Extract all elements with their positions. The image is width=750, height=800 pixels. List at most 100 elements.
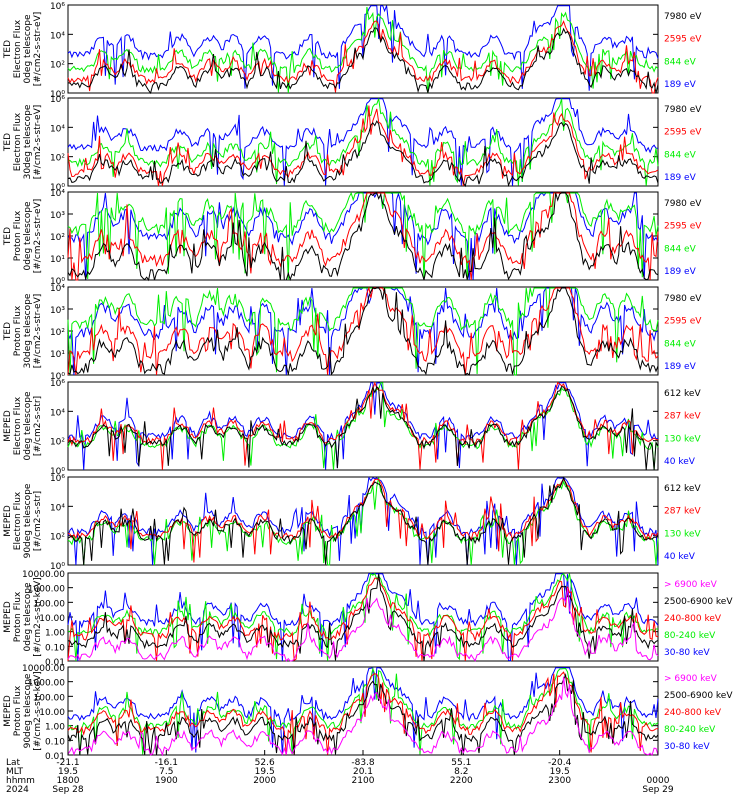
y-tick-label: 10¹ [50, 350, 65, 360]
y-tick-label: 0.01 [45, 658, 65, 668]
series-red-trace [67, 577, 659, 662]
y-axis-label: Electron Flux [13, 112, 23, 171]
series-black-trace [67, 192, 659, 282]
y-tick-label: 10⁴ [50, 31, 65, 41]
panel-5: 10⁰ 10² 10⁴ 10⁶ MEPED Electron Flux 0deg teles… [3, 379, 701, 477]
panel-frame [67, 4, 659, 94]
legend-7980-ev: 7980 eV [664, 105, 702, 115]
y-axis-label: 30deg telescope [23, 104, 33, 179]
legend-7980-ev: 7980 eV [664, 199, 702, 209]
series-black-trace [67, 120, 659, 188]
series-red-trace [67, 192, 659, 281]
legend-2595-ev: 2595 eV [664, 222, 702, 232]
y-axis-label: 90deg telescope [23, 483, 33, 558]
x-tick-label: Sep 28 [52, 785, 84, 795]
series-green-trace [67, 98, 659, 186]
legend-80-240-kev: 80-240 keV [664, 631, 716, 641]
y-tick-label: 10⁰ [50, 467, 65, 477]
series-black-trace [67, 672, 659, 756]
y-axis-label: [#/cm2-s-str-keV] [33, 577, 43, 656]
y-axis-label: [#/cm2-s-str] [33, 396, 43, 456]
y-tick-label: 10⁰ [50, 277, 65, 287]
x-tick-label: 2300 [548, 776, 571, 786]
legend-30-80-kev: 30-80 keV [664, 648, 710, 658]
y-tick-label: 10⁴ [50, 503, 65, 513]
y-tick-label: 0.10 [45, 643, 65, 653]
legend-844-ev: 844 eV [664, 57, 697, 67]
y-tick-label: 10⁰ [50, 183, 65, 193]
series-red-trace [67, 286, 659, 376]
y-axis-label: [#/cm2-s-str-eV] [33, 294, 43, 369]
legend-189-ev: 189 eV [664, 173, 697, 183]
series-blue-trace [67, 382, 659, 471]
y-axis-label: TED [3, 322, 13, 341]
x-tick-label: 7.5 [159, 767, 173, 777]
x-tick-label: -83.8 [351, 758, 375, 768]
series-red-trace [67, 105, 659, 187]
y-tick-label: 10² [50, 533, 65, 543]
y-tick-label: 10⁴ [50, 189, 65, 199]
legend-189-ev: 189 eV [664, 80, 697, 90]
series-black-trace [67, 476, 659, 566]
y-axis-label: [#/cm2-s-str-eV] [33, 105, 43, 180]
y-axis-label: MEPED [3, 695, 13, 727]
panel-6: 10⁰ 10² 10⁴ 10⁶ MEPED Electron Flux 90deg tele… [3, 474, 701, 572]
y-axis-label: Proton Flux [13, 685, 23, 736]
y-axis-label: MEPED [3, 505, 13, 537]
panel-frame [67, 476, 659, 566]
panel-1: 10⁰ 10² 10⁴ 10⁶ TED Electron Flux 0deg telesco… [3, 2, 702, 100]
x-row-label-hhmm: hhmm [6, 776, 35, 786]
series-blue-trace [67, 573, 659, 662]
legend-612-kev: 612 keV [664, 484, 701, 494]
legend-30-80-kev: 30-80 keV [664, 742, 710, 752]
x-tick-label: 55.1 [451, 758, 471, 768]
y-tick-label: 10⁰ [50, 562, 65, 572]
y-axis-label: 90deg telescope [23, 673, 33, 748]
x-tick-label: -16.1 [155, 758, 178, 768]
legend-189-ev: 189 eV [664, 267, 697, 277]
y-tick-label: 10000.00 [22, 664, 65, 674]
legend--6900-kev: > 6900 keV [664, 580, 718, 590]
legend-2500-6900-kev: 2500-6900 keV [664, 597, 733, 607]
y-tick-label: 10⁶ [50, 379, 65, 389]
x-tick-label: -21.1 [56, 758, 79, 768]
y-axis-label: [#/cm2-s-str-keV] [33, 671, 43, 750]
y-axis-label: [#/cm2-s-str] [33, 491, 43, 551]
y-tick-label: 10³ [50, 306, 65, 316]
y-tick-label: 1000.00 [28, 585, 65, 595]
series-green-trace [67, 6, 659, 94]
legend-287-kev: 287 keV [664, 507, 701, 517]
panel-2: 10⁰ 10² 10⁴ 10⁶ TED Electron Flux 30deg telesc… [3, 95, 702, 193]
y-tick-label: 10⁶ [50, 474, 65, 484]
y-tick-label: 10² [50, 438, 65, 448]
y-tick-label: 10⁰ [50, 90, 65, 100]
y-tick-label: 10⁴ [50, 408, 65, 418]
y-tick-label: 10³ [50, 211, 65, 221]
legend-189-ev: 189 eV [664, 362, 697, 372]
legend-844-ev: 844 eV [664, 150, 697, 160]
x-row-label-mlt: MLT [6, 767, 24, 777]
y-axis-label: 0deg telescope [23, 14, 33, 84]
y-tick-label: 10¹ [50, 255, 65, 265]
legend-2595-ev: 2595 eV [664, 317, 702, 327]
legend--6900-kev: > 6900 keV [664, 674, 718, 684]
y-axis-label: Proton Flux [13, 591, 23, 642]
x-tick-label: 2100 [352, 776, 375, 786]
series-black-trace [67, 287, 659, 376]
y-tick-label: 10⁶ [50, 2, 65, 12]
series-blue-trace [67, 476, 659, 566]
legend-240-800-kev: 240-800 keV [664, 614, 722, 624]
series-blue-trace [67, 287, 659, 376]
panel-7: 0.01 0.10 1.00 10.00 100.00 1000.00 10000.00 ME… [3, 570, 733, 668]
series-black-trace [67, 385, 659, 471]
legend-7980-ev: 7980 eV [664, 294, 702, 304]
legend-844-ev: 844 eV [664, 339, 697, 349]
y-tick-label: 10² [50, 61, 65, 71]
legend-2595-ev: 2595 eV [664, 35, 702, 45]
series-magenta-trace [67, 587, 659, 662]
y-tick-label: 10.00 [39, 614, 65, 624]
y-axis-label: Electron Flux [13, 19, 23, 78]
y-axis-label: MEPED [3, 601, 13, 633]
y-tick-label: 10⁴ [50, 124, 65, 134]
